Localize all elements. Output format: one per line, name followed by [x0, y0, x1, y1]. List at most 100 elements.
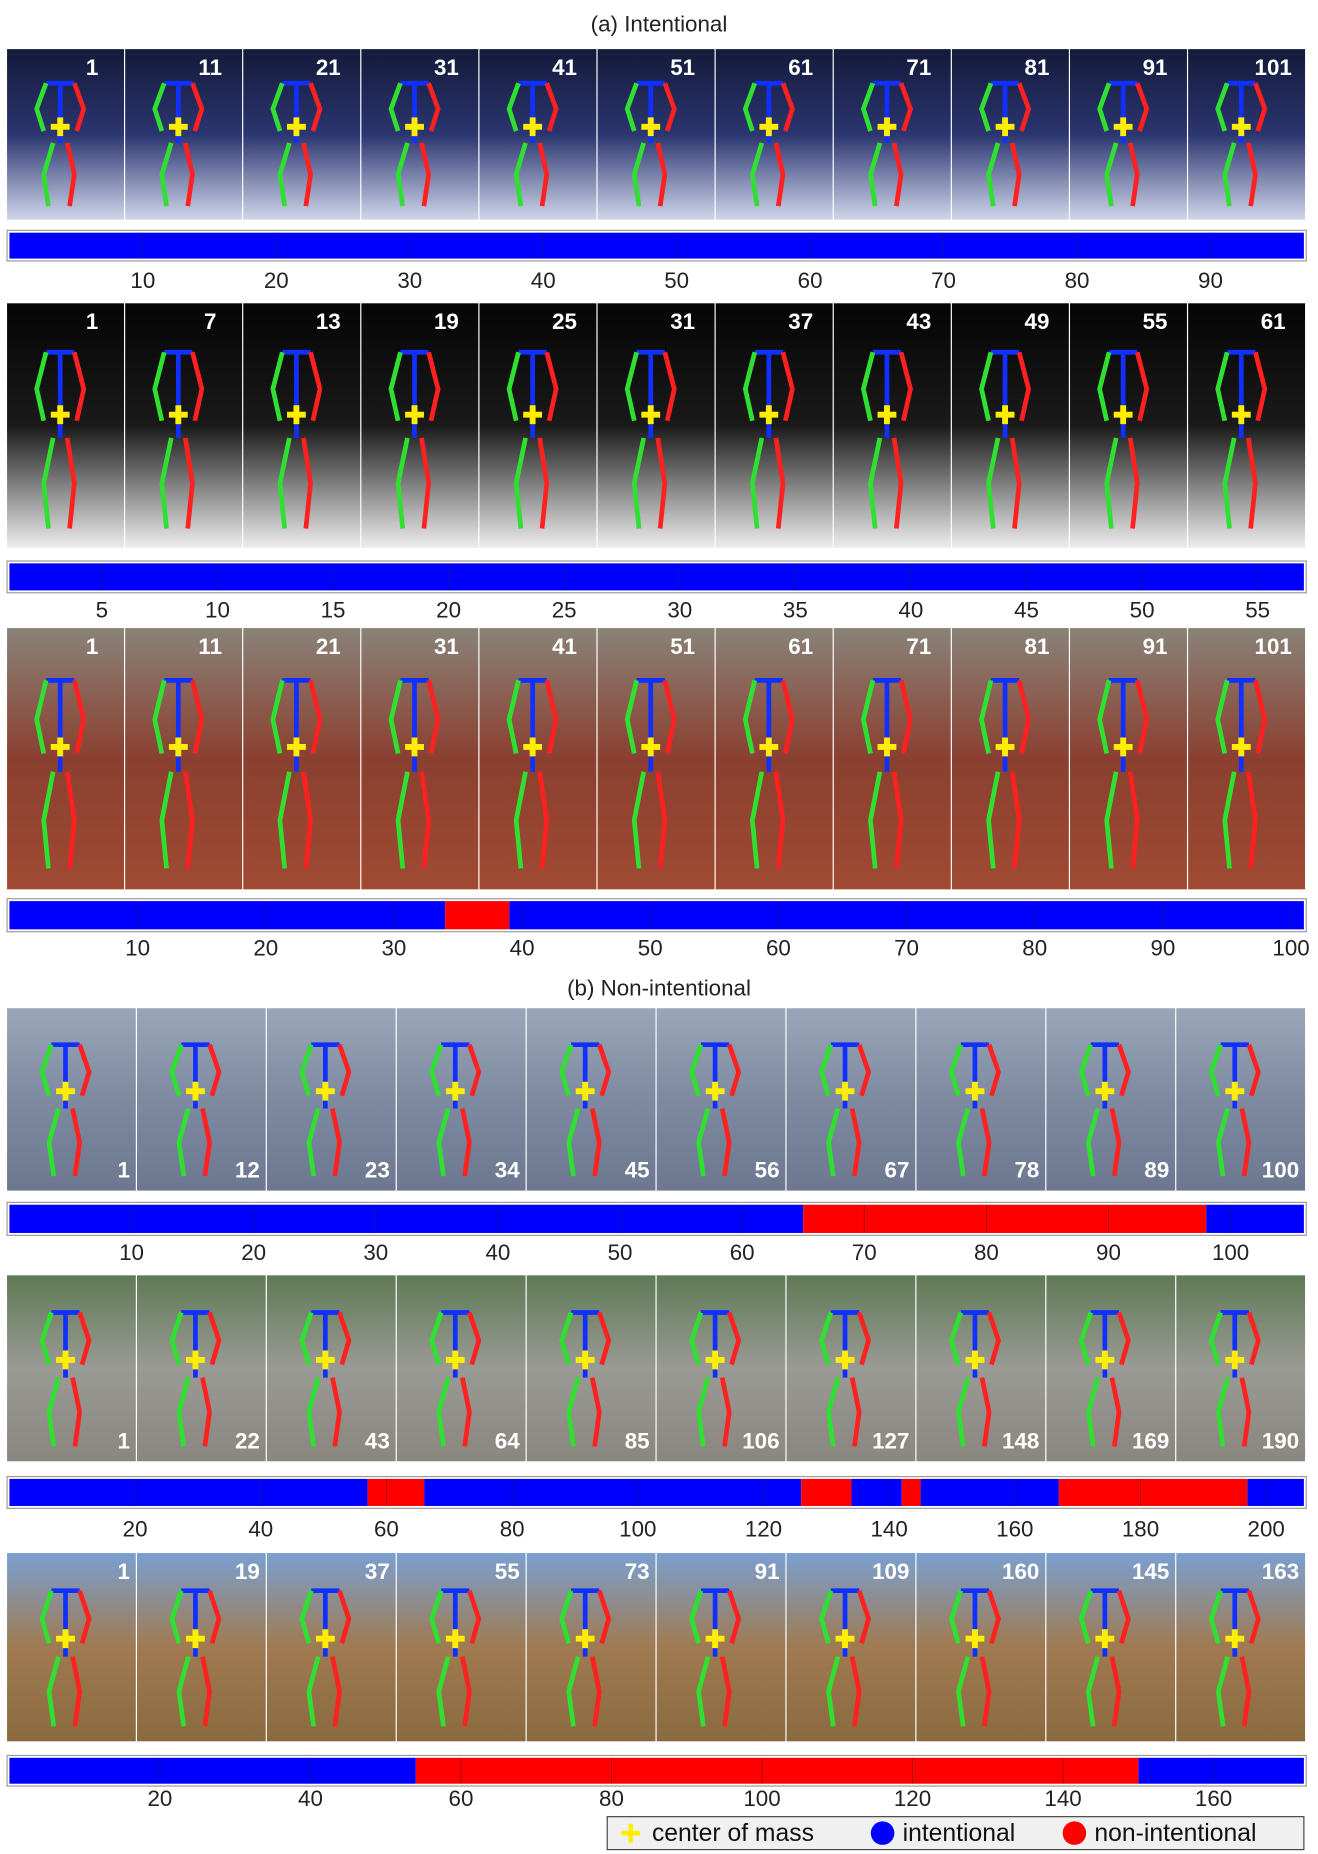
- video-frame: [361, 49, 478, 220]
- video-frame: [243, 628, 360, 889]
- video-frame: [834, 628, 951, 889]
- frame-number: 61: [788, 634, 813, 659]
- tick-label: 40: [898, 598, 923, 623]
- tick-label: 20: [148, 1786, 173, 1811]
- tick-label: 80: [500, 1517, 525, 1542]
- tick-label: 160: [996, 1517, 1033, 1542]
- video-frame: [243, 49, 360, 220]
- frame-number: 43: [906, 309, 931, 334]
- video-frame: [716, 628, 833, 889]
- non-intentional-segment: [416, 1758, 1138, 1784]
- tick-label: 200: [1248, 1517, 1285, 1542]
- tick-label: 30: [667, 598, 692, 623]
- intentional-segment: [9, 233, 1303, 259]
- tick-label: 60: [798, 268, 823, 293]
- tick-label: 50: [638, 935, 663, 960]
- non-intentional-segment: [803, 1205, 1206, 1233]
- frame-number: 56: [755, 1158, 780, 1183]
- tick-label: 80: [1022, 935, 1047, 960]
- frame-number: 49: [1025, 309, 1050, 334]
- tick-label: 20: [123, 1517, 148, 1542]
- intentional-segment: [1247, 1479, 1304, 1506]
- tick-label: 10: [125, 935, 150, 960]
- tick-label: 60: [766, 935, 791, 960]
- video-frame: [125, 628, 242, 889]
- frame-number: 21: [316, 634, 341, 659]
- frame-number: 109: [872, 1559, 909, 1584]
- frame-number: 106: [742, 1428, 779, 1453]
- frame-number: 37: [788, 309, 813, 334]
- video-frame: [125, 303, 242, 548]
- video-frame: [1070, 628, 1187, 889]
- tick-label: 100: [1272, 935, 1309, 960]
- tick-label: 50: [608, 1240, 633, 1265]
- tick-label: 70: [931, 268, 956, 293]
- frame-number: 81: [1025, 55, 1050, 80]
- tick-label: 30: [397, 268, 422, 293]
- tick-label: 20: [253, 935, 278, 960]
- frame-number: 145: [1132, 1559, 1169, 1584]
- video-frame: [598, 49, 715, 220]
- legend-marker: [871, 1821, 895, 1845]
- frame-number: 91: [1143, 55, 1168, 80]
- frame-number: 148: [1002, 1428, 1039, 1453]
- tick-label: 120: [745, 1517, 782, 1542]
- non-intentional-segment: [368, 1479, 425, 1506]
- frame-number: 1: [117, 1559, 129, 1584]
- frame-number: 11: [198, 55, 222, 80]
- section-title: (a) Intentional: [591, 11, 728, 36]
- video-frame: [125, 49, 242, 220]
- frame-number: 61: [1261, 309, 1286, 334]
- intentional-segment: [921, 1479, 1059, 1506]
- tick-label: 50: [664, 268, 689, 293]
- frame-number: 1: [86, 309, 98, 334]
- non-intentional-segment: [445, 901, 509, 929]
- frame-number: 21: [316, 55, 341, 80]
- tick-label: 90: [1150, 935, 1175, 960]
- intentional-segment: [424, 1479, 801, 1506]
- frame-number: 100: [1262, 1158, 1299, 1183]
- frame-number: 13: [316, 309, 341, 334]
- tick-label: 10: [119, 1240, 144, 1265]
- frame-number: 101: [1255, 55, 1292, 80]
- tick-label: 30: [363, 1240, 388, 1265]
- frame-number: 37: [365, 1559, 390, 1584]
- frame-number: 160: [1002, 1559, 1039, 1584]
- frame-number: 51: [670, 634, 695, 659]
- frame-number: 12: [235, 1158, 260, 1183]
- video-frame: [952, 303, 1069, 548]
- legend-label: center of mass: [652, 1820, 814, 1847]
- frame-number: 101: [1255, 634, 1292, 659]
- frame-number: 89: [1144, 1158, 1169, 1183]
- video-frame: [598, 303, 715, 548]
- tick-label: 20: [241, 1240, 266, 1265]
- frame-number: 1: [117, 1428, 129, 1453]
- tick-label: 60: [374, 1517, 399, 1542]
- tick-label: 60: [449, 1786, 474, 1811]
- frame-number: 41: [552, 634, 577, 659]
- video-frame: [598, 628, 715, 889]
- intentional-segment: [851, 1479, 901, 1506]
- frame-number: 1: [117, 1158, 129, 1183]
- video-frame: [952, 628, 1069, 889]
- tick-label: 120: [894, 1786, 931, 1811]
- video-frame: [243, 303, 360, 548]
- non-intentional-segment: [1059, 1479, 1248, 1506]
- frame-number: 7: [204, 309, 216, 334]
- tick-label: 80: [599, 1786, 624, 1811]
- frame-number: 31: [434, 634, 459, 659]
- video-frame: [7, 628, 124, 889]
- frame-number: 25: [552, 309, 577, 334]
- frame-number: 169: [1132, 1428, 1169, 1453]
- intentional-segment: [9, 1479, 367, 1506]
- tick-label: 40: [298, 1786, 323, 1811]
- frame-number: 19: [235, 1559, 260, 1584]
- frame-number: 73: [625, 1559, 650, 1584]
- tick-label: 70: [852, 1240, 877, 1265]
- tick-label: 40: [510, 935, 535, 960]
- frame-number: 71: [906, 55, 931, 80]
- frame-number: 55: [1143, 309, 1168, 334]
- section-title: (b) Non-intentional: [567, 975, 751, 1000]
- video-frame: [479, 303, 596, 548]
- tick-label: 180: [1122, 1517, 1159, 1542]
